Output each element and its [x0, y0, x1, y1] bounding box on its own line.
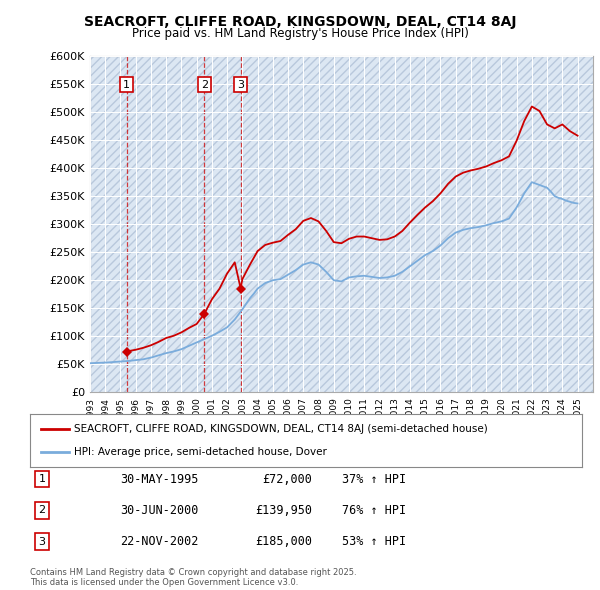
Text: 3: 3: [38, 537, 46, 546]
Text: 1: 1: [123, 80, 130, 90]
Text: 22-NOV-2002: 22-NOV-2002: [120, 535, 199, 548]
Text: £72,000: £72,000: [262, 473, 312, 486]
Text: Contains HM Land Registry data © Crown copyright and database right 2025.
This d: Contains HM Land Registry data © Crown c…: [30, 568, 356, 587]
Text: £139,950: £139,950: [255, 504, 312, 517]
Text: 1: 1: [38, 474, 46, 484]
Text: 3: 3: [237, 80, 244, 90]
Text: HPI: Average price, semi-detached house, Dover: HPI: Average price, semi-detached house,…: [74, 447, 327, 457]
Text: 76% ↑ HPI: 76% ↑ HPI: [342, 504, 406, 517]
Text: SEACROFT, CLIFFE ROAD, KINGSDOWN, DEAL, CT14 8AJ: SEACROFT, CLIFFE ROAD, KINGSDOWN, DEAL, …: [84, 15, 516, 29]
Text: 2: 2: [38, 506, 46, 515]
Text: SEACROFT, CLIFFE ROAD, KINGSDOWN, DEAL, CT14 8AJ (semi-detached house): SEACROFT, CLIFFE ROAD, KINGSDOWN, DEAL, …: [74, 424, 488, 434]
Text: 37% ↑ HPI: 37% ↑ HPI: [342, 473, 406, 486]
Text: 2: 2: [201, 80, 208, 90]
Text: 30-MAY-1995: 30-MAY-1995: [120, 473, 199, 486]
Text: 30-JUN-2000: 30-JUN-2000: [120, 504, 199, 517]
Text: 53% ↑ HPI: 53% ↑ HPI: [342, 535, 406, 548]
Text: £185,000: £185,000: [255, 535, 312, 548]
Text: Price paid vs. HM Land Registry's House Price Index (HPI): Price paid vs. HM Land Registry's House …: [131, 27, 469, 40]
